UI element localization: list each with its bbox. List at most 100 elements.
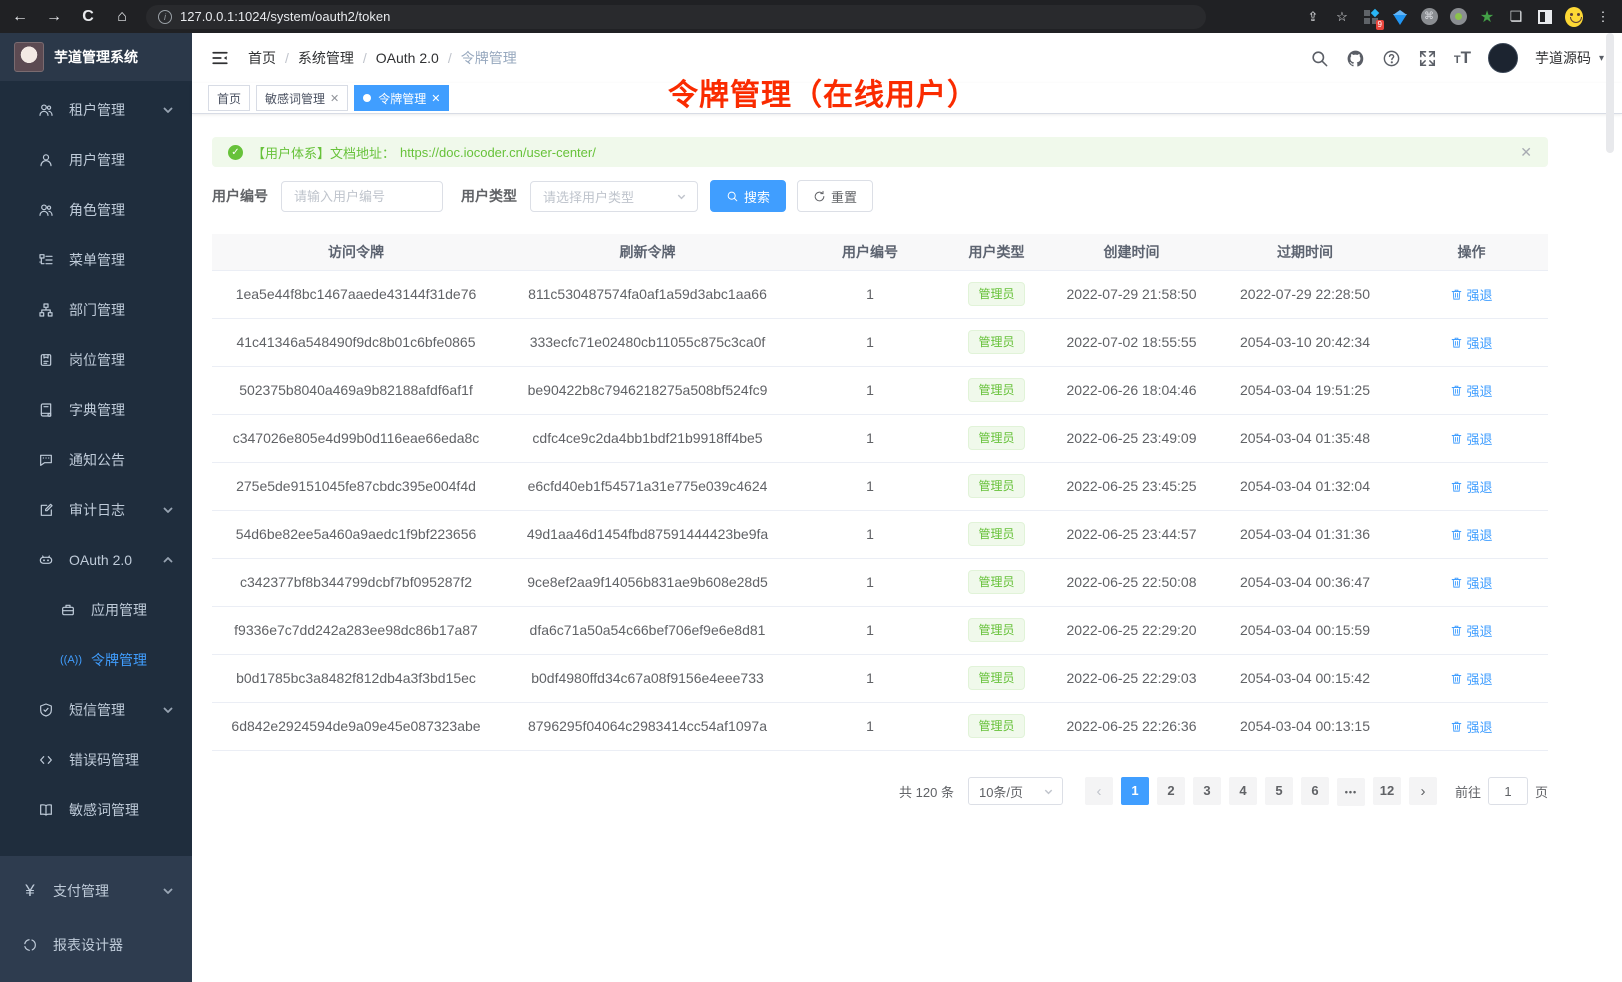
goto-page-input[interactable] [1487, 777, 1528, 806]
sidebar-item-pay[interactable]: ¥ 支付管理 [0, 864, 192, 918]
forward-icon[interactable]: → [46, 7, 62, 25]
page-number-button[interactable]: 6 [1300, 776, 1329, 805]
reset-button[interactable]: 重置 [797, 180, 874, 212]
user-caret-icon[interactable]: ▾ [1598, 52, 1604, 64]
search-button[interactable]: 搜索 [710, 180, 787, 212]
url-bar[interactable]: i 127.0.0.1:1024/system/oauth2/token [146, 4, 1206, 29]
sidebar-item-sensitive-word[interactable]: 敏感词管理 [0, 785, 192, 835]
user-id-input[interactable] [281, 180, 443, 212]
alert-text: 【用户体系】文档地址： [252, 145, 396, 161]
force-logout-link[interactable]: 强退 [1450, 477, 1493, 496]
home-icon[interactable]: ⌂ [117, 7, 127, 25]
table-row: 41c41346a548490f9dc8b01c6bfe0865 333ecfc… [212, 318, 1548, 367]
user-type-cell: 管理员 [945, 606, 1048, 655]
sidepanel-icon[interactable] [1536, 8, 1554, 26]
app-logo-bar[interactable]: 芋道管理系统 [0, 33, 192, 81]
user-id-cell: 1 [795, 606, 945, 655]
dictionary-icon [40, 403, 52, 417]
force-logout-link[interactable]: 强退 [1450, 669, 1493, 688]
page-number-button[interactable]: 3 [1192, 776, 1221, 805]
tab-sensitive-word[interactable]: 敏感词管理 ✕ [256, 85, 349, 111]
tab-home[interactable]: 首页 [208, 85, 251, 111]
page-number-button[interactable]: 1 [1120, 776, 1149, 805]
sidebar-item-report-designer[interactable]: 报表设计器 [0, 918, 192, 972]
close-icon[interactable]: ✕ [330, 92, 340, 105]
sidebar-item-error-code[interactable]: 错误码管理 [0, 735, 192, 785]
force-logout-link[interactable]: 强退 [1450, 717, 1493, 736]
user-type-tag: 管理员 [968, 474, 1025, 498]
command-extension-icon[interactable]: ⌘ [1420, 8, 1438, 26]
sidebar-fold-icon[interactable] [210, 49, 230, 67]
prev-page-button[interactable]: ‹ [1084, 777, 1113, 806]
sidebar-item-oauth2-app[interactable]: 应用管理 [0, 585, 192, 635]
page-number-button[interactable]: 5 [1264, 776, 1293, 805]
tab-token[interactable]: 令牌管理 ✕ [354, 85, 450, 111]
app-logo [14, 42, 44, 72]
sidebar-item-post[interactable]: 岗位管理 [0, 335, 192, 385]
force-logout-link[interactable]: 强退 [1450, 621, 1493, 640]
expire-time-cell: 2054-03-04 01:32:04 [1215, 462, 1395, 511]
chevron-up-icon [163, 557, 173, 563]
sidebar-item-dept[interactable]: 部门管理 [0, 285, 192, 335]
tag-view-bar: 首页 敏感词管理 ✕ 令牌管理 ✕ [192, 83, 1622, 114]
alert-close-icon[interactable]: ✕ [1520, 143, 1532, 160]
created-time-cell: 2022-06-25 23:45:25 [1048, 462, 1215, 511]
gem-extension-icon[interactable] [1391, 8, 1409, 26]
sidebar-item-dict[interactable]: 字典管理 [0, 385, 192, 435]
refresh-token-cell: 811c530487574fa0af1a59d3abc1aa66 [500, 270, 795, 319]
page-number-button[interactable]: 12 [1372, 776, 1401, 805]
extension-grid-icon[interactable]: 9 [1362, 8, 1384, 30]
help-icon[interactable] [1382, 49, 1401, 68]
sidebar-item-tenant[interactable]: 租户管理 [0, 85, 192, 135]
breadcrumb-system[interactable]: 系统管理 [297, 50, 354, 66]
user-type-select[interactable]: 请选择用户类型 [530, 180, 698, 212]
fullscreen-icon[interactable] [1418, 49, 1437, 68]
page-size-select[interactable]: 10条/页 [967, 777, 1063, 806]
force-logout-link[interactable]: 强退 [1450, 333, 1493, 352]
bookmark-star-icon[interactable]: ☆ [1336, 8, 1348, 24]
sidebar-item-oauth2-token[interactable]: ((A)) 令牌管理 [60, 652, 147, 668]
expire-time-cell: 2022-07-29 22:28:50 [1215, 270, 1395, 319]
trash-icon [1452, 385, 1462, 396]
user-type-tag: 管理员 [968, 570, 1025, 594]
force-logout-link[interactable]: 强退 [1450, 573, 1493, 592]
breadcrumb-oauth2[interactable]: OAuth 2.0 [375, 50, 439, 66]
force-logout-link[interactable]: 强退 [1450, 525, 1493, 544]
sidebar-item-oauth2[interactable]: OAuth 2.0 [0, 535, 192, 585]
sidebar-item-sms[interactable]: 短信管理 [0, 685, 192, 735]
page-number-button[interactable]: 4 [1228, 776, 1257, 805]
sidebar-item-menu[interactable]: 菜单管理 [0, 235, 192, 285]
menu-dots-icon[interactable]: ⋮ [1596, 8, 1610, 24]
breadcrumb-home[interactable]: 首页 [248, 50, 276, 66]
back-icon[interactable]: ← [12, 7, 28, 25]
sidebar-item-user[interactable]: 用户管理 [0, 135, 192, 185]
sidebar-item-role[interactable]: 角色管理 [0, 185, 192, 235]
reload-icon[interactable]: C [82, 7, 94, 25]
puzzle-extensions-icon[interactable]: ❏ [1509, 8, 1523, 24]
action-cell: 强退 [1395, 414, 1548, 463]
github-icon[interactable] [1346, 49, 1365, 68]
breadcrumb-current: 令牌管理 [460, 50, 517, 66]
next-page-button[interactable]: › [1408, 777, 1437, 806]
recorder-extension-icon[interactable] [1449, 8, 1467, 26]
force-logout-link[interactable]: 强退 [1450, 285, 1493, 304]
page-more-button[interactable]: ••• [1336, 778, 1365, 806]
profile-avatar-icon[interactable] [1565, 6, 1583, 27]
site-info-icon[interactable]: i [158, 9, 172, 24]
sidebar-item-audit-log[interactable]: 审计日志 [0, 485, 192, 535]
created-time-cell: 2022-07-02 18:55:55 [1048, 318, 1215, 367]
page-number-button[interactable]: 2 [1156, 776, 1185, 805]
alert-doc-link[interactable]: https://doc.iocoder.cn/user-center/ [400, 144, 596, 160]
force-logout-link[interactable]: 强退 [1450, 381, 1493, 400]
force-logout-link[interactable]: 强退 [1450, 429, 1493, 448]
search-icon[interactable] [1310, 49, 1329, 68]
expire-time-cell: 2054-03-10 20:42:34 [1215, 318, 1395, 367]
close-icon[interactable]: ✕ [431, 92, 441, 105]
share-icon[interactable]: ⇪ [1307, 8, 1319, 24]
user-avatar[interactable] [1487, 43, 1518, 73]
user-name[interactable]: 芋道源码 [1534, 50, 1591, 66]
sidebar-item-notice[interactable]: 通知公告 [0, 435, 192, 485]
scrollbar[interactable] [1606, 33, 1614, 153]
evernote-extension-icon[interactable]: ★ [1479, 8, 1495, 26]
font-size-icon[interactable]: TT [1453, 48, 1471, 67]
